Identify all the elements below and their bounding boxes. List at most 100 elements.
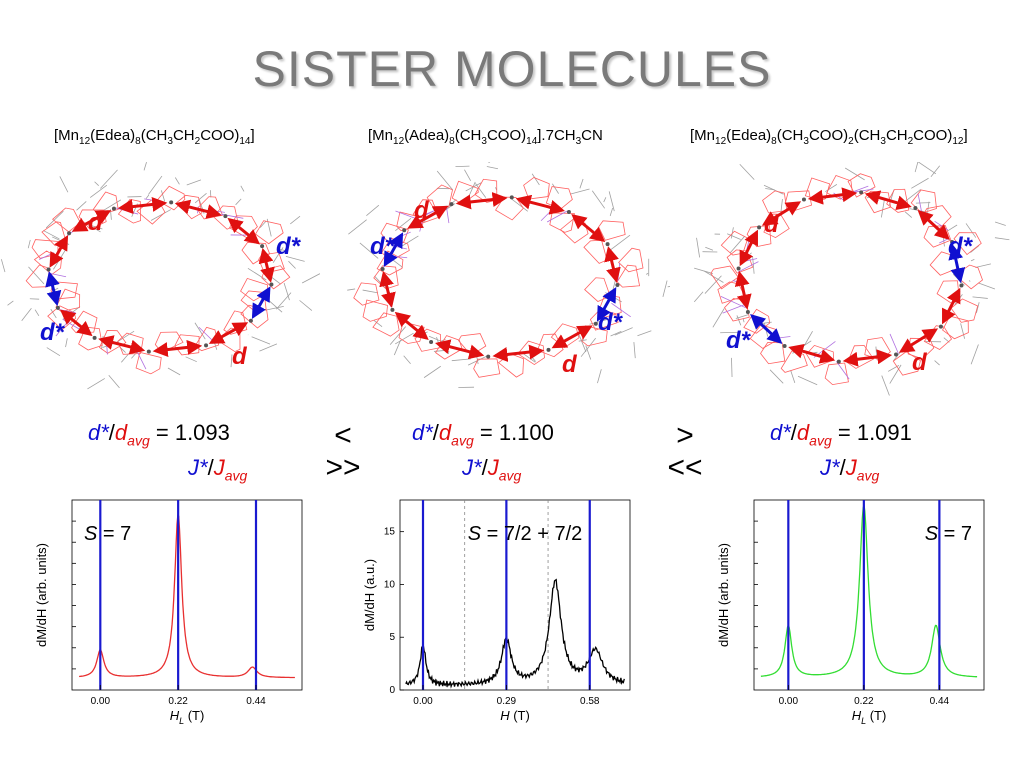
formula-part: (CH bbox=[776, 127, 804, 144]
formula-part: 12 bbox=[79, 136, 91, 147]
y-tick-label: 0 bbox=[389, 685, 395, 696]
y-axis-label: dM/dH (arb. units) bbox=[716, 543, 731, 647]
formula-part: (Edea) bbox=[90, 127, 136, 144]
mn-atom bbox=[402, 228, 407, 233]
d-arrow bbox=[898, 328, 939, 353]
ratio-right: d*/davg = 1.091 bbox=[770, 420, 912, 449]
spectrum-middle: 0.00 0.29 0.58 0 5 10 15 H (T) dM/dH (a.u.) S = 7… bbox=[362, 499, 631, 723]
formula-part: (CH bbox=[454, 127, 482, 144]
x-tick-label: 0.00 bbox=[91, 696, 111, 707]
comparison-right-bottom: << bbox=[667, 451, 703, 484]
dstar-label: d* bbox=[948, 233, 974, 260]
mn-atom bbox=[859, 190, 864, 195]
d-arrow bbox=[864, 190, 912, 211]
mn-atom bbox=[546, 347, 551, 352]
formula-part: ].7CH bbox=[537, 127, 576, 144]
comparison-right-top: > bbox=[676, 419, 694, 452]
y-axis-label: dM/dH (arb. units) bbox=[34, 543, 49, 647]
formula-part: (Adea) bbox=[404, 127, 450, 144]
formula-part: 12 bbox=[952, 136, 964, 147]
j-ratio-right: J*/Javg bbox=[820, 455, 880, 484]
mn-atom bbox=[757, 225, 762, 230]
dstar-arrow bbox=[948, 244, 966, 284]
formula-part: CN bbox=[581, 127, 603, 144]
spectrum-right: 0.00 0.22 0.44 HL (T) dM/dH (arb. units) S = … bbox=[716, 499, 985, 726]
d-arrow bbox=[407, 205, 449, 229]
mn-atom bbox=[269, 282, 274, 287]
x-tick-label: 0.22 bbox=[854, 696, 874, 707]
d-arrow bbox=[208, 322, 249, 344]
formula-left: [Mn12(Edea)8(CH3CH2COO)14] bbox=[54, 127, 255, 147]
d-arrow bbox=[174, 199, 222, 219]
formula-part: COO) bbox=[486, 127, 527, 144]
d-arrow bbox=[59, 309, 93, 337]
x-tick-label: 0.22 bbox=[168, 696, 188, 707]
mn-atom bbox=[111, 206, 116, 211]
formula-part: ] bbox=[963, 127, 968, 144]
formula-part: CH bbox=[172, 127, 195, 144]
d-arrow bbox=[379, 271, 396, 308]
mn-atom bbox=[146, 349, 151, 354]
formula-part: (Edea) bbox=[726, 127, 772, 144]
dstar-arrow bbox=[383, 232, 404, 267]
formula-part: 12 bbox=[715, 136, 727, 147]
d-label: d bbox=[912, 349, 928, 376]
mn-atom bbox=[92, 335, 97, 340]
formula-part: 3 bbox=[167, 136, 173, 147]
mn-atom bbox=[736, 266, 741, 271]
spin-label: S = 7 bbox=[925, 523, 972, 545]
dstar-arrow bbox=[750, 313, 783, 344]
d-arrow bbox=[49, 234, 69, 268]
dstar-label: d* bbox=[40, 319, 66, 346]
d-arrow bbox=[117, 196, 168, 215]
molecule-structure-middle: d d d* d* bbox=[347, 162, 670, 388]
spectrum-curve bbox=[79, 514, 295, 679]
d-arrow bbox=[435, 339, 485, 360]
x-tick-label: 0.44 bbox=[246, 696, 266, 707]
formula-middle: [Mn12(Adea)8(CH3COO)14].7CH3CN bbox=[368, 127, 603, 147]
comparison-right: > << bbox=[655, 420, 715, 484]
x-tick-label: 0.29 bbox=[497, 696, 517, 707]
mn-atom bbox=[248, 318, 253, 323]
d-arrow bbox=[788, 343, 836, 364]
mn-atom bbox=[836, 359, 841, 364]
mn-atom bbox=[913, 205, 918, 210]
spectrum-left: 0.00 0.22 0.44 HL (T) dM/dH (arb. units) S = … bbox=[34, 499, 303, 726]
dstar-label: d* bbox=[276, 233, 302, 260]
d-arrow bbox=[71, 210, 112, 232]
d-arrow bbox=[492, 344, 545, 362]
mn-atom bbox=[169, 200, 174, 205]
page-title: SISTER MOLECULES bbox=[252, 41, 772, 97]
formula-part: COO) bbox=[913, 127, 953, 144]
d-label: d bbox=[88, 209, 104, 236]
d-arrow bbox=[258, 247, 275, 283]
d-arrow bbox=[571, 213, 606, 243]
dstar-label: d* bbox=[726, 327, 752, 354]
formula-part: ] bbox=[250, 127, 255, 144]
x-tick-label: 0.58 bbox=[580, 696, 600, 707]
j-ratio-middle: J*/Javg bbox=[462, 455, 522, 484]
d-arrow bbox=[98, 335, 146, 355]
formula-part: (CH bbox=[140, 127, 168, 144]
d-label: d bbox=[414, 197, 430, 224]
mn-atom bbox=[390, 307, 395, 312]
dstar-label: d* bbox=[370, 233, 396, 260]
formula-part: 12 bbox=[393, 136, 405, 147]
spectrum-curve bbox=[760, 504, 978, 678]
formula-part: 2 bbox=[194, 136, 201, 147]
mn-atom bbox=[566, 210, 571, 215]
d-arrow bbox=[942, 287, 961, 325]
formula-part: COO) bbox=[808, 127, 849, 144]
spin-label: S = 7/2 + 7/2 bbox=[468, 523, 583, 545]
x-axis-label: H (T) bbox=[500, 708, 530, 723]
dstar-label: d* bbox=[598, 309, 624, 336]
mn-atom bbox=[449, 202, 454, 207]
d-arrow bbox=[842, 349, 893, 367]
x-axis-label: HL (T) bbox=[852, 708, 887, 726]
d-arrow bbox=[227, 217, 261, 245]
formula-part: 2 bbox=[848, 136, 854, 147]
x-tick-label: 0.44 bbox=[930, 696, 950, 707]
formula-part: [Mn bbox=[368, 127, 394, 144]
d-label: d bbox=[232, 343, 248, 370]
formula-part: [Mn bbox=[690, 127, 716, 144]
